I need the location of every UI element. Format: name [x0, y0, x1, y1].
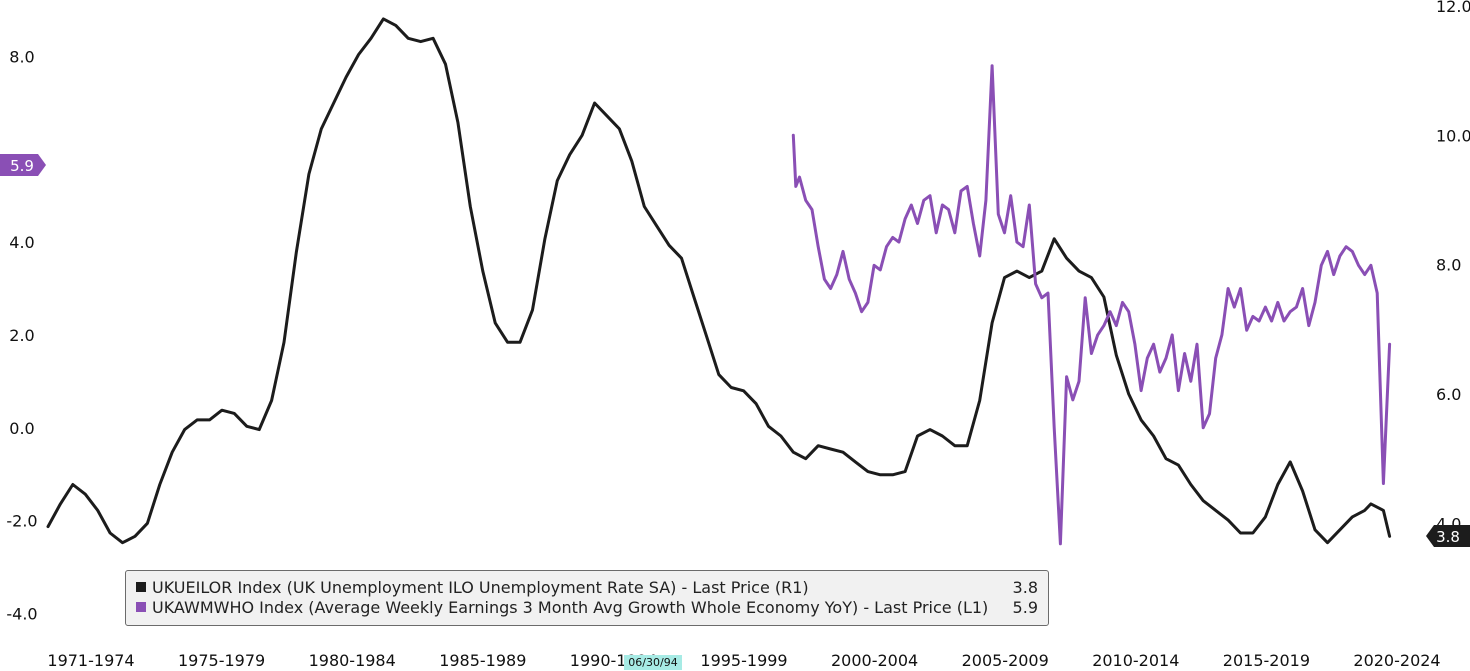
x-axis-tick-labels: 1971-1974 1975-1979 1980-1984 1985-1989 1990… — [47, 651, 1440, 670]
left-tick-label: 8.0 — [9, 47, 34, 66]
left-last-value-text: 5.9 — [10, 157, 34, 175]
right-last-value-text: 3.8 — [1436, 528, 1460, 546]
left-axis-tick-labels: -4.0 -2.0 0.0 2.0 4.0 8.0 — [6, 47, 37, 623]
legend-swatch-earnings — [136, 602, 146, 612]
right-last-value-badge: 3.8 — [1426, 525, 1470, 547]
x-tick-label: 1971-1974 — [47, 651, 134, 670]
legend-swatch-unemployment — [136, 582, 146, 592]
cursor-date-label: 06/30/94 — [624, 655, 682, 670]
left-tick-label: -4.0 — [6, 604, 37, 623]
legend-label-earnings: UKAWMWHO Index (Average Weekly Earnings … — [152, 597, 989, 617]
series-layer — [46, 17, 1392, 546]
series-line-unemployment — [46, 17, 1392, 545]
x-tick-label: 1995-1999 — [700, 651, 787, 670]
legend-value-unemployment: 3.8 — [1012, 577, 1038, 597]
right-tick-label: 6.0 — [1436, 385, 1461, 404]
x-tick-label: 1975-1979 — [178, 651, 265, 670]
x-tick-label: 1985-1989 — [439, 651, 526, 670]
left-tick-label: 2.0 — [9, 326, 34, 345]
right-tick-label: 10.0 — [1436, 126, 1470, 145]
x-tick-label: 1980-1984 — [309, 651, 396, 670]
legend-item-unemployment: UKUEILOR Index (UK Unemployment ILO Unem… — [136, 577, 1038, 597]
legend-value-earnings: 5.9 — [1012, 597, 1038, 617]
legend-item-earnings: UKAWMWHO Index (Average Weekly Earnings … — [136, 597, 1038, 617]
left-tick-label: 0.0 — [9, 419, 34, 438]
x-tick-label: 2015-2019 — [1223, 651, 1310, 670]
x-tick-label: 2000-2004 — [831, 651, 918, 670]
x-tick-label: 2020-2024 — [1353, 651, 1440, 670]
right-axis-tick-labels: 4.06.08.010.012.0 — [1436, 0, 1470, 533]
left-tick-label: -2.0 — [6, 512, 37, 531]
x-tick-label: 2010-2014 — [1092, 651, 1179, 670]
series-line-earnings — [791, 64, 1392, 546]
right-tick-label: 8.0 — [1436, 256, 1461, 275]
x-tick-label: 2005-2009 — [962, 651, 1049, 670]
cursor-date-text: 06/30/94 — [628, 656, 677, 669]
chart-legend: UKUEILOR Index (UK Unemployment ILO Unem… — [125, 570, 1049, 626]
left-tick-label: 4.0 — [9, 233, 34, 252]
left-last-value-badge: 5.9 — [0, 154, 46, 176]
right-tick-label: 12.0 — [1436, 0, 1470, 16]
legend-label-unemployment: UKUEILOR Index (UK Unemployment ILO Unem… — [152, 577, 809, 597]
